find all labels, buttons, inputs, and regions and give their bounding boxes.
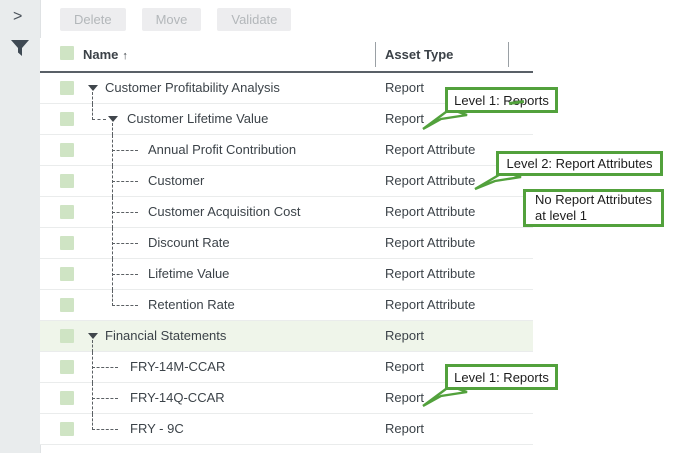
funnel-glyph: [11, 40, 29, 56]
expand-collapse-icon[interactable]: [108, 116, 118, 122]
move-button[interactable]: Move: [141, 8, 202, 31]
tree-branch-line: [92, 340, 93, 352]
tree-branch-line: [92, 398, 118, 399]
row-checkbox[interactable]: [60, 360, 74, 374]
row-checkbox[interactable]: [60, 112, 74, 126]
row-checkbox[interactable]: [60, 298, 74, 312]
row-name-cell: FRY-14M-CCAR: [130, 359, 226, 374]
row-asset-type-cell: Report Attribute: [385, 266, 476, 281]
tree-branch-line: [112, 150, 138, 151]
tree-branch-line: [112, 290, 113, 306]
column-header-name[interactable]: Name ↑: [83, 38, 128, 73]
expand-collapse-icon[interactable]: [88, 85, 98, 91]
action-toolbar: Delete Move Validate: [40, 0, 292, 38]
row-asset-type-cell: Report Attribute: [385, 297, 476, 312]
row-checkbox[interactable]: [60, 174, 74, 188]
tree-branch-line: [112, 123, 113, 135]
delete-button[interactable]: Delete: [60, 8, 126, 31]
row-asset-type-cell: Report Attribute: [385, 235, 476, 250]
row-name-cell: Financial Statements: [105, 328, 227, 343]
callout-tail: [422, 108, 468, 131]
table-row[interactable]: Customer Acquisition Cost Report Attribut…: [40, 197, 533, 228]
callout-level2-report-attributes: Level 2: Report Attributes: [496, 151, 663, 176]
row-checkbox[interactable]: [60, 391, 74, 405]
callout-level1-reports-top: Level 1: Reports: [445, 87, 558, 113]
row-name-cell: FRY - 9C: [130, 421, 184, 436]
row-name-cell: Customer Acquisition Cost: [148, 204, 301, 219]
table-row[interactable]: Customer Report Attribute: [40, 166, 533, 197]
row-name-cell: FRY-14Q-CCAR: [130, 390, 225, 405]
table-row[interactable]: Annual Profit Contribution Report Attribu…: [40, 135, 533, 166]
row-checkbox[interactable]: [60, 143, 74, 157]
select-all-checkbox[interactable]: [60, 46, 74, 60]
asset-table: Name ↑ Asset Type Customer Profitability …: [40, 38, 533, 445]
tree-branch-line: [92, 104, 93, 120]
row-asset-type-cell: Report Attribute: [385, 173, 476, 188]
tree-branch-line: [112, 243, 138, 244]
row-checkbox[interactable]: [60, 267, 74, 281]
table-row[interactable]: Financial Statements Report: [40, 321, 533, 352]
row-name-cell: Customer Profitability Analysis: [105, 80, 280, 95]
row-asset-type-cell: Report: [385, 80, 425, 95]
row-asset-type-cell: Report: [385, 421, 425, 436]
row-name-cell: Retention Rate: [148, 297, 235, 312]
tree-branch-line: [92, 92, 93, 104]
row-name-cell: Discount Rate: [148, 235, 230, 250]
row-checkbox[interactable]: [60, 205, 74, 219]
row-name-cell: Customer: [148, 173, 205, 188]
row-name-cell: Customer Lifetime Value: [127, 111, 269, 126]
table-row[interactable]: Retention Rate Report Attribute: [40, 290, 533, 321]
row-asset-type-cell: Report Attribute: [385, 142, 476, 157]
validate-button[interactable]: Validate: [217, 8, 292, 31]
callout-tail: [422, 385, 468, 408]
table-body: Customer Profitability Analysis Report Cus…: [40, 73, 533, 445]
table-header-row: Name ↑ Asset Type: [40, 38, 533, 73]
tree-branch-line: [92, 367, 118, 368]
table-row[interactable]: FRY - 9C Report: [40, 414, 533, 445]
row-asset-type-cell: Report: [385, 328, 425, 343]
name-column-label: Name: [83, 47, 119, 62]
row-asset-type-cell: Report: [385, 111, 425, 126]
row-checkbox[interactable]: [60, 329, 74, 343]
row-checkbox[interactable]: [60, 81, 74, 95]
tree-branch-line: [112, 181, 138, 182]
row-name-cell: Annual Profit Contribution: [148, 142, 297, 157]
row-asset-type-cell: Report Attribute: [385, 204, 476, 219]
column-resize-handle[interactable]: [508, 42, 509, 67]
expand-collapse-icon[interactable]: [88, 333, 98, 339]
table-row[interactable]: Discount Rate Report Attribute: [40, 228, 533, 259]
table-row[interactable]: Lifetime Value Report Attribute: [40, 259, 533, 290]
tree-branch-line: [112, 212, 138, 213]
row-asset-type-cell: Report: [385, 359, 425, 374]
row-checkbox[interactable]: [60, 236, 74, 250]
filter-icon[interactable]: [10, 38, 30, 63]
tree-branch-line: [92, 414, 93, 430]
row-asset-type-cell: Report: [385, 390, 425, 405]
column-header-asset-type[interactable]: Asset Type: [385, 47, 454, 62]
sort-ascending-icon: ↑: [122, 50, 128, 62]
tree-branch-line: [112, 305, 138, 306]
left-toolbar: >: [0, 0, 41, 453]
tree-branch-line: [112, 274, 138, 275]
expand-panel-icon[interactable]: >: [13, 8, 23, 25]
row-checkbox[interactable]: [60, 422, 74, 436]
tree-branch-line: [92, 429, 118, 430]
row-name-cell: Lifetime Value: [148, 266, 230, 281]
tree-branch-line: [92, 119, 106, 120]
callout-no-report-attributes: No Report Attributes at level 1: [523, 189, 664, 227]
callout-level1-reports-bottom: Level 1: Reports: [445, 364, 558, 390]
column-resize-handle[interactable]: [375, 42, 376, 67]
